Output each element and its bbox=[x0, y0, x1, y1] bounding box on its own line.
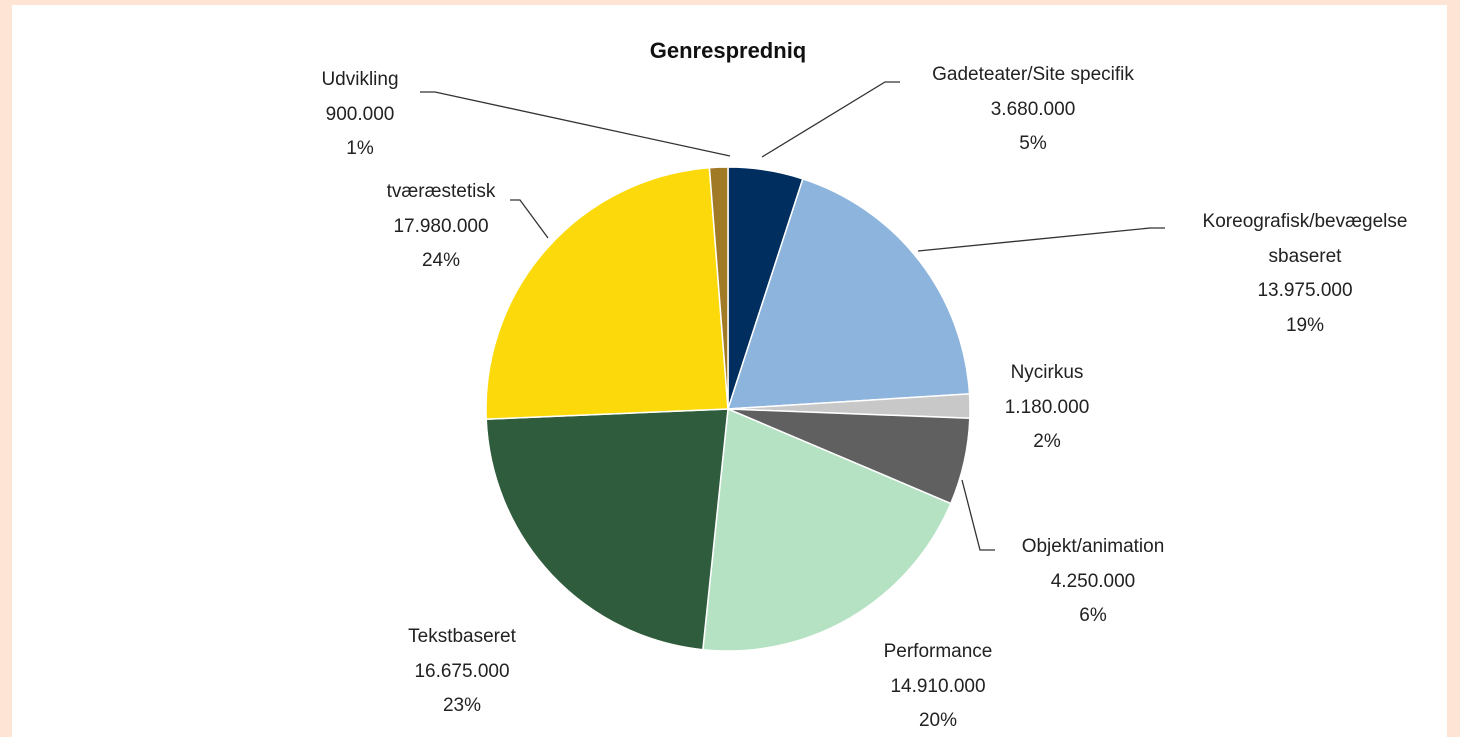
slices bbox=[485, 166, 971, 652]
label-percent: 20% bbox=[918, 710, 958, 731]
chart-title: Genrespredniq bbox=[649, 38, 807, 63]
pie-slice bbox=[485, 166, 729, 420]
data-label: Udvikling 900.000 1% bbox=[321, 63, 398, 167]
label-percent: 2% bbox=[1033, 431, 1061, 452]
label-percent: 19% bbox=[1285, 314, 1325, 336]
data-label: Nycirkus 1.180.000 2% bbox=[1005, 356, 1090, 460]
data-label: Tekstbaseret 16.675.000 23% bbox=[408, 620, 516, 724]
pie-slice bbox=[701, 407, 952, 652]
data-label: tværæstetisk 17.980.000 24% bbox=[387, 175, 496, 279]
leader-lines bbox=[420, 81, 1165, 551]
label-value: 16.675.000 bbox=[414, 660, 510, 682]
leader-line bbox=[917, 227, 1165, 252]
data-label: Koreografisk/bevægelse sbaseret 13.975.00… bbox=[1203, 205, 1408, 343]
label-percent: 24% bbox=[421, 250, 461, 271]
leader-line bbox=[761, 81, 900, 158]
label-name: Performance bbox=[883, 641, 993, 662]
label-name: Koreografisk/bevægelse sbaseret bbox=[1202, 211, 1408, 267]
leader-line bbox=[961, 479, 995, 551]
data-label: Objekt/animation 4.250.000 6% bbox=[1022, 530, 1165, 634]
label-value: 3.680.000 bbox=[990, 98, 1076, 120]
label-name: tværæstetisk bbox=[386, 181, 496, 202]
label-name: Nycirkus bbox=[1010, 362, 1084, 383]
label-value: 900.000 bbox=[325, 103, 395, 125]
pie-slice bbox=[726, 177, 971, 410]
label-value: 14.910.000 bbox=[890, 675, 986, 697]
label-percent: 5% bbox=[1019, 133, 1047, 154]
label-value: 17.980.000 bbox=[393, 215, 489, 237]
label-value: 4.250.000 bbox=[1050, 570, 1136, 592]
pie-slice bbox=[485, 408, 729, 651]
leader-line bbox=[420, 91, 731, 157]
label-percent: 6% bbox=[1079, 605, 1107, 626]
label-value: 13.975.000 bbox=[1257, 280, 1353, 301]
data-label: Performance 14.910.000 20% bbox=[884, 635, 993, 737]
leader-line bbox=[510, 199, 549, 239]
label-name: Objekt/animation bbox=[1021, 536, 1165, 557]
label-name: Gadeteater/Site specifik bbox=[932, 64, 1134, 85]
label-name: Udvikling bbox=[321, 69, 399, 90]
label-percent: 1% bbox=[346, 138, 374, 159]
label-value: 1.180.000 bbox=[1004, 396, 1090, 418]
label-percent: 23% bbox=[442, 695, 482, 716]
pie-slice bbox=[708, 166, 729, 410]
label-name: Tekstbaseret bbox=[408, 626, 516, 647]
data-label: Gadeteater/Site specifik 3.680.000 5% bbox=[932, 58, 1134, 162]
